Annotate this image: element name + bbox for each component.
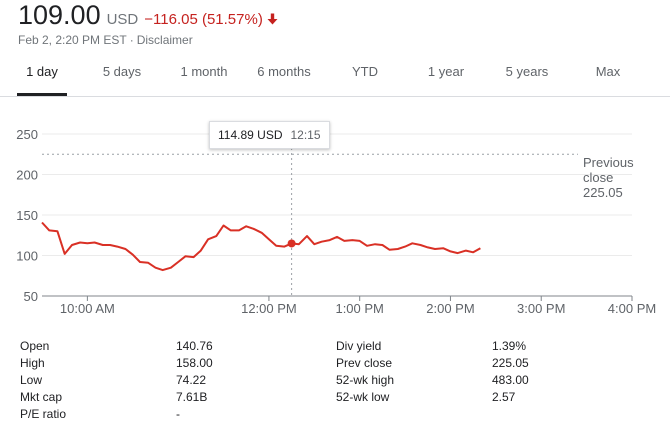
previous-close-label: Previous close 225.05 xyxy=(583,155,634,200)
stat-label-low: Low xyxy=(20,373,43,387)
stat-row: High 158.00 xyxy=(20,355,320,372)
chart-tooltip: 114.89 USD 12:15 xyxy=(209,121,330,149)
quote-subline: Feb 2, 2:20 PM EST · Disclaimer xyxy=(18,33,278,47)
quote-timestamp: Feb 2, 2:20 PM EST xyxy=(18,33,127,47)
stat-label-mkt-cap: Mkt cap xyxy=(20,390,63,404)
y-tick-label: 50 xyxy=(24,289,38,304)
separator: · xyxy=(129,33,134,47)
range-tabs: 1 day 5 days 1 month 6 months YTD 1 year… xyxy=(0,58,670,97)
stat-row: Div yield 1.39% xyxy=(336,338,636,355)
stat-label-open: Open xyxy=(20,339,50,353)
stat-label-div-yield: Div yield xyxy=(336,339,382,353)
y-tick-label: 200 xyxy=(16,168,38,183)
stat-value-52wk-high: 483.00 xyxy=(492,373,529,387)
tooltip-time: 12:15 xyxy=(290,128,321,142)
stat-row: Mkt cap 7.61B xyxy=(20,389,320,406)
stat-row: P/E ratio - xyxy=(20,406,320,423)
price-line: 109.00 USD −116.05 (51.57%) xyxy=(18,0,278,31)
stat-value-prev-close: 225.05 xyxy=(492,356,529,370)
tab-1-month[interactable]: 1 month xyxy=(180,64,228,79)
stat-row: 52-wk low 2.57 xyxy=(336,389,636,406)
price-chart[interactable]: 50 100 150 200 250 10:00 AM 12:00 PM 1:00 PM 2:0… xyxy=(0,100,670,325)
stat-value-mkt-cap: 7.61B xyxy=(176,390,208,404)
x-tick-label: 10:00 AM xyxy=(60,301,115,316)
currency: USD xyxy=(106,11,139,28)
tab-5-years[interactable]: 5 years xyxy=(505,64,549,79)
x-tick-label: 2:00 PM xyxy=(426,301,474,316)
stat-value-open: 140.76 xyxy=(176,339,213,353)
previous-close-line1: Previous xyxy=(583,155,634,170)
quote-header: 109.00 USD −116.05 (51.57%) Feb 2, 2:20 … xyxy=(18,0,278,47)
y-tick-label: 250 xyxy=(16,127,38,142)
stat-row: 52-wk high 483.00 xyxy=(336,372,636,389)
tab-max[interactable]: Max xyxy=(595,64,621,79)
arrow-down-icon xyxy=(267,12,278,25)
stat-value-div-yield: 1.39% xyxy=(492,339,527,353)
tab-ytd[interactable]: YTD xyxy=(352,64,378,79)
x-tick-label: 1:00 PM xyxy=(335,301,383,316)
previous-close-line2: close xyxy=(583,170,614,185)
stat-label-52wk-high: 52-wk high xyxy=(336,373,395,387)
tab-6-months[interactable]: 6 months xyxy=(257,64,311,79)
stat-row: Open 140.76 xyxy=(20,338,320,355)
x-tick-label: 4:00 PM xyxy=(608,301,656,316)
y-tick-label: 100 xyxy=(16,249,38,264)
tab-5-days[interactable]: 5 days xyxy=(102,64,142,79)
price-line-series xyxy=(41,221,481,272)
stat-label-52wk-low: 52-wk low xyxy=(336,390,390,404)
stat-value-pe-ratio: - xyxy=(176,407,180,421)
stat-row: Low 74.22 xyxy=(20,372,320,389)
stat-value-high: 158.00 xyxy=(176,356,213,370)
tab-1-year[interactable]: 1 year xyxy=(427,64,465,79)
stat-row: Prev close 225.05 xyxy=(336,355,636,372)
tooltip-value: 114.89 USD xyxy=(218,128,283,142)
current-price: 109.00 xyxy=(18,0,101,30)
stat-value-52wk-low: 2.57 xyxy=(492,390,516,404)
y-tick-label: 150 xyxy=(16,208,38,223)
highlight-point xyxy=(287,239,296,248)
previous-close-value: 225.05 xyxy=(583,185,623,200)
stat-value-low: 74.22 xyxy=(176,373,207,387)
price-change: −116.05 (51.57%) xyxy=(144,11,263,28)
tab-1-day[interactable]: 1 day xyxy=(17,58,67,96)
stat-label-prev-close: Prev close xyxy=(336,356,393,370)
x-tick-label: 12:00 PM xyxy=(241,301,297,316)
stat-label-high: High xyxy=(20,356,45,370)
stat-label-pe-ratio: P/E ratio xyxy=(20,407,67,421)
disclaimer-link[interactable]: Disclaimer xyxy=(136,33,193,47)
x-tick-label: 3:00 PM xyxy=(517,301,565,316)
